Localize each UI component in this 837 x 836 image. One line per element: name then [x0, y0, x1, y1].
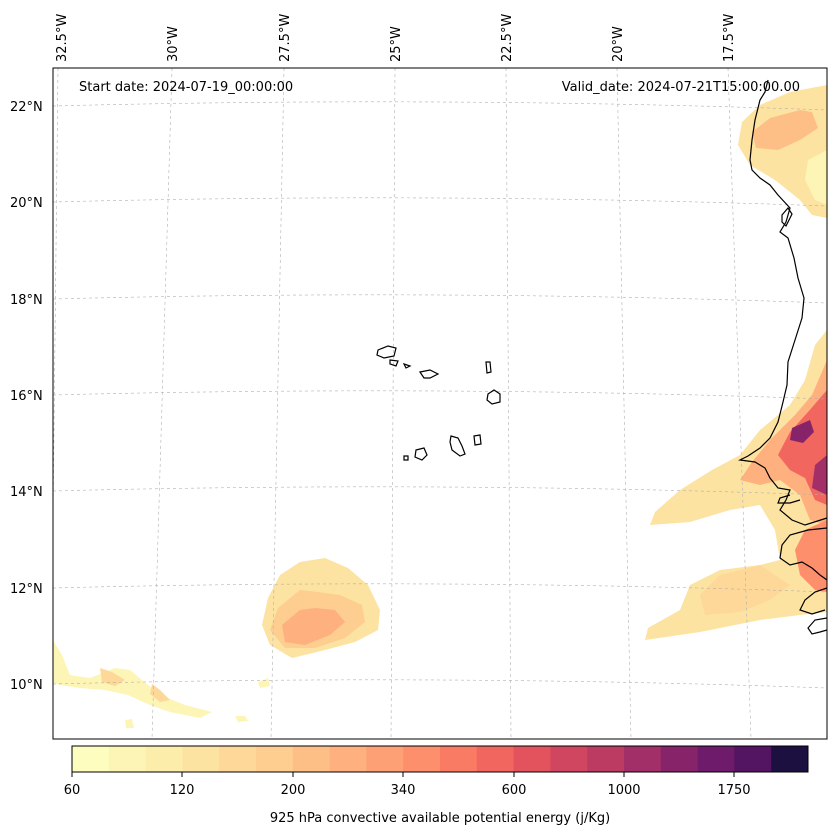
cape-region-speck-1	[235, 716, 248, 722]
colorbar-swatch-10	[440, 746, 478, 772]
meridian-22-5w	[505, 67, 512, 740]
cape-region-southwest	[53, 640, 212, 718]
colorbar-swatch-2	[145, 746, 183, 772]
lon-label-32-5w: 32.5°W	[55, 14, 70, 62]
parallel-10n	[52, 679, 828, 689]
lat-label-10n: 10°N	[10, 678, 43, 693]
cape-region-southwest-core2	[150, 684, 170, 702]
cb-label-120: 120	[170, 783, 195, 798]
cap-blanc-coast	[781, 207, 793, 228]
latitude-labels: 22°N 20°N 18°N 16°N 14°N 12°N 10°N	[10, 100, 43, 693]
island-sao-vicente	[389, 359, 399, 367]
lat-label-12n: 12°N	[10, 582, 43, 597]
cape-region-speck-2	[258, 678, 270, 688]
parallel-12n	[52, 583, 828, 593]
meridian-30w	[151, 67, 173, 740]
colorbar-title: 925 hPa convective available potential e…	[270, 811, 610, 826]
cape-region-north-core	[752, 110, 818, 150]
sierra-leone-coast	[807, 617, 828, 635]
colorbar-swatch-5	[256, 746, 294, 772]
cb-label-600: 600	[502, 783, 527, 798]
start-date-label: Start date: 2024-07-19_00:00:00	[79, 80, 293, 95]
map-frame	[52, 67, 828, 740]
cb-label-60: 60	[64, 783, 81, 798]
parallel-18n	[52, 294, 828, 304]
gambia-coast	[777, 494, 801, 504]
longitude-labels: 32.5°W 30°W 27.5°W 25°W 22.5°W 20°W 17.5…	[55, 14, 737, 62]
map-panel	[52, 67, 828, 740]
lon-label-17-5w: 17.5°W	[722, 14, 737, 62]
cape-region-central-core	[282, 608, 345, 645]
meridian-27-5w	[270, 67, 285, 740]
cape-region-coast-south2	[700, 565, 790, 615]
island-boa-vista	[486, 389, 501, 405]
lat-label-20n: 20°N	[10, 196, 43, 211]
colorbar-frame	[71, 745, 809, 773]
map-background	[53, 68, 827, 739]
colorbar-swatch-16	[660, 746, 699, 772]
colorbar-swatch-1	[108, 746, 147, 772]
lon-label-27-5w: 27.5°W	[278, 14, 293, 62]
africa-coastline	[737, 79, 828, 526]
cb-label-1000: 1000	[607, 783, 640, 798]
colorbar-swatches	[72, 746, 809, 772]
cape-region-southwest-core	[100, 668, 125, 686]
lon-label-30w: 30°W	[166, 26, 181, 62]
colorbar-swatch-19	[771, 746, 809, 772]
colorbar-swatch-4	[219, 746, 257, 772]
island-sal	[485, 361, 492, 374]
cb-label-340: 340	[391, 783, 416, 798]
lat-label-22n: 22°N	[10, 100, 43, 115]
valid-date-label: Valid_date: 2024-07-21T15:00:00.00	[562, 80, 800, 95]
lat-label-14n: 14°N	[10, 485, 43, 500]
meridian-17-5w	[727, 67, 752, 740]
island-santo-antao	[376, 345, 397, 359]
colorbar-swatch-11	[476, 746, 515, 772]
lat-label-16n: 16°N	[10, 389, 43, 404]
colorbar-ticks	[71, 772, 735, 777]
island-santiago	[449, 435, 466, 457]
guinea-coast	[799, 587, 828, 615]
parallel-22n	[52, 101, 828, 111]
cape-region-coast-mid	[740, 360, 827, 525]
colorbar-swatch-8	[366, 746, 404, 772]
guinea-bissau-coast	[779, 527, 828, 581]
lon-label-20w: 20°W	[611, 26, 626, 62]
island-maio	[473, 434, 482, 446]
parallel-14n	[52, 486, 828, 496]
cape-region-coast-peak2	[812, 455, 827, 495]
island-sao-nicolau	[419, 369, 440, 379]
colorbar-swatch-9	[403, 746, 441, 772]
meridian-25w	[390, 67, 396, 740]
island-fogo	[414, 447, 428, 461]
lon-label-25w: 25°W	[389, 26, 404, 62]
lat-label-18n: 18°N	[10, 293, 43, 308]
island-santa-luzia	[402, 362, 412, 369]
colorbar-swatch-6	[292, 746, 331, 772]
colorbar-swatch-15	[624, 746, 662, 772]
colorbar-swatch-3	[182, 746, 220, 772]
cape-region-north-edge	[805, 150, 827, 205]
coastlines	[376, 79, 828, 635]
colorbar: 60 120 200 340 600 1000 1750 925 hPa con…	[64, 745, 809, 826]
cape-region-coast	[645, 330, 827, 640]
cb-label-1750: 1750	[717, 783, 750, 798]
colorbar-swatch-14	[587, 746, 625, 772]
cape-region-coast-peak	[790, 420, 814, 443]
parallel-20n	[52, 197, 828, 207]
graticule	[52, 67, 828, 740]
island-brava	[403, 455, 409, 461]
colorbar-swatch-17	[697, 746, 735, 772]
lon-label-22-5w: 22.5°W	[500, 14, 515, 62]
cb-label-200: 200	[281, 783, 306, 798]
colorbar-swatch-13	[550, 746, 588, 772]
colorbar-swatch-18	[734, 746, 772, 772]
colorbar-swatch-0	[72, 746, 110, 772]
colorbar-swatch-7	[329, 746, 367, 772]
cape-region-speck-3	[125, 719, 134, 728]
parallel-16n	[52, 390, 828, 400]
meridian-20w	[616, 67, 632, 740]
colorbar-swatch-12	[513, 746, 551, 772]
